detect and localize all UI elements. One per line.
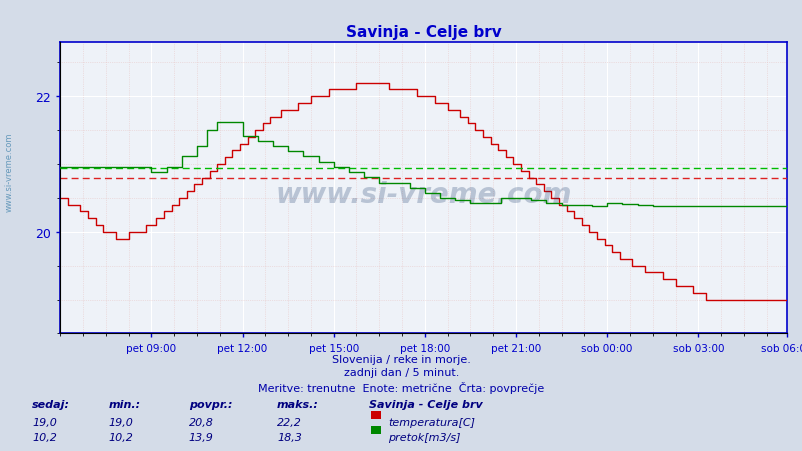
Title: Savinja - Celje brv: Savinja - Celje brv <box>346 25 500 40</box>
Text: 10,2: 10,2 <box>108 432 133 442</box>
Text: sedaj:: sedaj: <box>32 399 70 409</box>
Text: Slovenija / reke in morje.: Slovenija / reke in morje. <box>332 354 470 364</box>
Text: pretok[m3/s]: pretok[m3/s] <box>387 432 460 442</box>
Text: Meritve: trenutne  Enote: metrične  Črta: povprečje: Meritve: trenutne Enote: metrične Črta: … <box>258 381 544 393</box>
Text: temperatura[C]: temperatura[C] <box>387 417 474 427</box>
Text: 19,0: 19,0 <box>108 417 133 427</box>
Text: 22,2: 22,2 <box>277 417 302 427</box>
Text: 20,8: 20,8 <box>188 417 213 427</box>
Text: zadnji dan / 5 minut.: zadnji dan / 5 minut. <box>343 368 459 377</box>
Text: min.:: min.: <box>108 399 140 409</box>
Text: maks.:: maks.: <box>277 399 318 409</box>
Text: 13,9: 13,9 <box>188 432 213 442</box>
Text: 10,2: 10,2 <box>32 432 57 442</box>
Text: www.si-vreme.com: www.si-vreme.com <box>5 132 14 211</box>
Text: Savinja - Celje brv: Savinja - Celje brv <box>369 399 483 409</box>
Text: 18,3: 18,3 <box>277 432 302 442</box>
Text: www.si-vreme.com: www.si-vreme.com <box>275 180 571 208</box>
Text: 19,0: 19,0 <box>32 417 57 427</box>
Text: povpr.:: povpr.: <box>188 399 232 409</box>
